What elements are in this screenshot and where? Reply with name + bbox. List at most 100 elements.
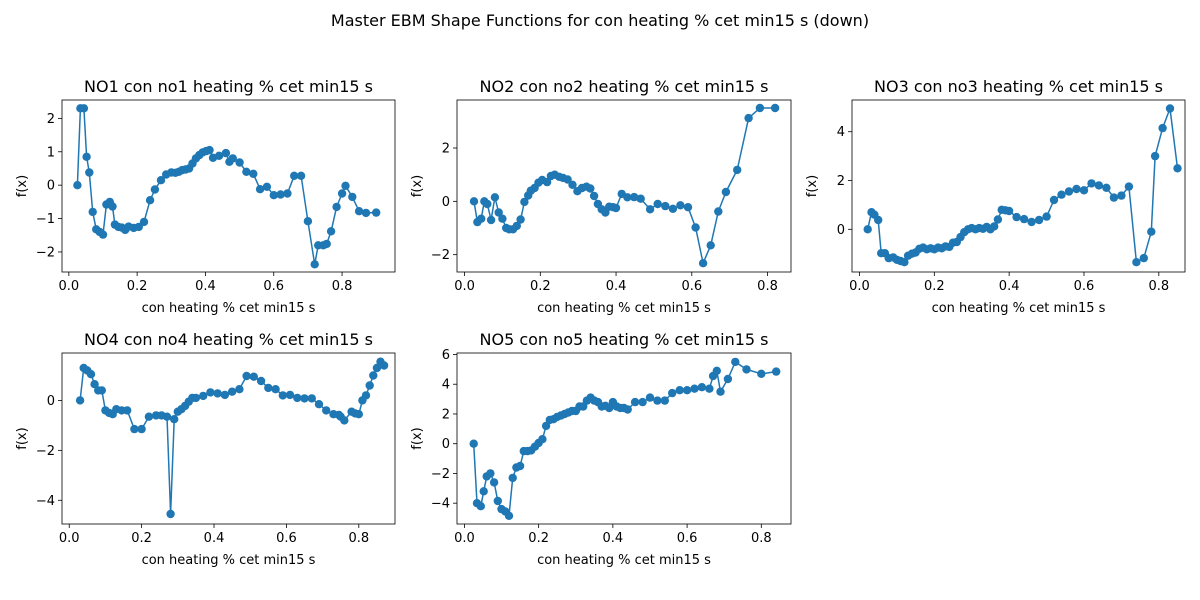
y-axis-label: f(x) xyxy=(805,175,820,197)
x-tick-label: 0.0 xyxy=(849,279,870,294)
data-point xyxy=(1012,212,1021,222)
data-point xyxy=(493,496,502,506)
data-point xyxy=(1079,186,1089,195)
x-axis-label: con heating % cet min15 s xyxy=(932,301,1106,316)
y-tick-label: 0 xyxy=(442,195,450,210)
y-tick-label: −1 xyxy=(36,212,55,227)
x-tick-label: 0.2 xyxy=(528,531,549,546)
x-tick-label: 0.4 xyxy=(204,531,225,546)
data-point xyxy=(630,192,639,202)
y-tick-label: 2 xyxy=(837,174,845,189)
y-tick-label: −2 xyxy=(431,248,450,263)
data-point xyxy=(1019,214,1029,224)
x-tick-label: 0.8 xyxy=(1148,279,1169,294)
data-point xyxy=(638,397,647,407)
data-point xyxy=(541,421,551,431)
data-point xyxy=(130,424,139,434)
x-tick-label: 0.6 xyxy=(681,279,702,294)
data-point xyxy=(479,487,488,496)
data-point xyxy=(1072,184,1081,194)
data-point xyxy=(586,184,595,193)
data-point xyxy=(139,217,149,227)
data-point xyxy=(993,215,1003,224)
y-tick-label: 6 xyxy=(442,348,450,363)
series-line xyxy=(473,107,776,264)
y-tick-label: 0 xyxy=(47,179,55,194)
data-point xyxy=(235,158,244,167)
data-point xyxy=(1147,227,1156,236)
data-point xyxy=(660,396,669,405)
data-point xyxy=(1139,253,1149,263)
data-point xyxy=(310,260,319,269)
data-point xyxy=(520,197,529,207)
data-point xyxy=(145,196,155,205)
data-point xyxy=(723,374,733,384)
data-point xyxy=(1094,181,1104,190)
data-point xyxy=(97,386,107,395)
data-point xyxy=(108,202,117,211)
data-point xyxy=(1027,217,1036,227)
data-point xyxy=(744,113,753,123)
data-point xyxy=(293,393,302,403)
subplot-title: NO2 con no2 heating % cet min15 s xyxy=(480,77,769,96)
data-point xyxy=(1064,187,1074,196)
subplot-4: NO4 con no4 heating % cet min15 s 0.0 0.2 0… xyxy=(15,330,396,568)
data-point xyxy=(490,193,500,202)
series-line xyxy=(79,360,385,515)
data-point xyxy=(227,387,237,396)
data-point xyxy=(137,424,146,434)
data-point xyxy=(683,203,693,212)
data-point xyxy=(706,241,715,250)
x-tick-label: 0.4 xyxy=(606,279,627,294)
x-tick-label: 0.0 xyxy=(454,279,475,294)
data-point xyxy=(682,386,692,395)
x-tick-label: 0.2 xyxy=(530,279,551,294)
data-point xyxy=(326,227,336,236)
x-tick-label: 0.6 xyxy=(677,531,698,546)
y-axis-label: f(x) xyxy=(410,427,425,449)
subplot-title: NO4 con no4 heating % cet min15 s xyxy=(84,330,373,349)
data-point xyxy=(676,201,685,210)
data-point xyxy=(1150,151,1160,161)
y-tick-label: −2 xyxy=(36,444,55,459)
data-point xyxy=(221,148,231,158)
y-tick-label: 0 xyxy=(47,394,55,409)
data-point xyxy=(285,390,295,400)
y-tick-label: 2 xyxy=(47,112,55,127)
x-tick-label: 0.2 xyxy=(127,279,148,294)
data-point xyxy=(170,415,179,424)
y-tick-label: 0 xyxy=(442,437,450,452)
data-point xyxy=(206,388,215,397)
data-point xyxy=(512,221,521,231)
data-point xyxy=(1049,195,1059,205)
subplot-1: NO1 con no1 heating % cet min15 s 0.0 0.2 0… xyxy=(15,77,396,316)
subplot-title: NO5 con no5 heating % cet min15 s xyxy=(480,330,769,349)
y-tick-label: −2 xyxy=(36,245,55,260)
data-point xyxy=(322,406,331,415)
data-point xyxy=(1057,190,1066,199)
y-tick-label: 1 xyxy=(47,145,55,160)
data-point xyxy=(568,180,577,189)
data-point xyxy=(476,502,485,511)
data-point xyxy=(1034,215,1044,225)
x-tick-label: 0.4 xyxy=(999,279,1020,294)
data-point xyxy=(341,181,350,190)
data-point xyxy=(772,367,781,376)
data-point xyxy=(82,152,91,161)
data-point xyxy=(1132,258,1141,267)
data-point xyxy=(653,199,662,209)
data-point xyxy=(340,416,349,425)
axes-frame xyxy=(61,352,396,525)
data-point xyxy=(1173,164,1182,173)
data-point xyxy=(563,175,572,184)
data-point xyxy=(489,478,499,487)
data-point xyxy=(372,208,381,217)
x-tick-label: 0.6 xyxy=(263,279,284,294)
data-point xyxy=(322,239,331,249)
x-tick-label: 0.0 xyxy=(454,531,475,546)
data-point xyxy=(249,372,258,381)
data-point xyxy=(88,207,97,217)
y-axis-label: f(x) xyxy=(15,175,30,197)
data-point xyxy=(508,473,517,483)
